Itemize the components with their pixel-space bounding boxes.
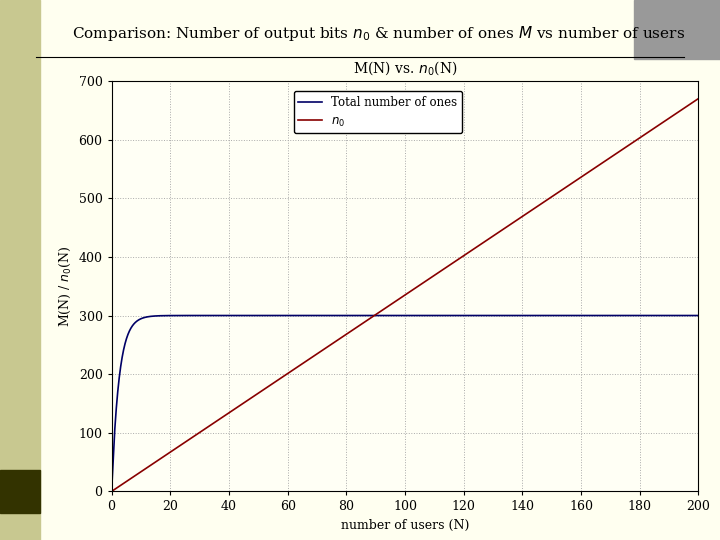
X-axis label: number of users (N): number of users (N): [341, 519, 469, 532]
Title: M(N) vs. $n_0$(N): M(N) vs. $n_0$(N): [353, 59, 457, 77]
Text: Comparison: Number of output bits $n_0$ & number of ones $M$ vs number of users: Comparison: Number of output bits $n_0$ …: [72, 24, 685, 43]
$n_0$: [694, 96, 703, 102]
Total number of ones: [591, 312, 600, 319]
Total number of ones: [694, 312, 703, 319]
Legend: Total number of ones, $n_0$: Total number of ones, $n_0$: [294, 91, 462, 133]
Total number of ones: [462, 312, 470, 319]
Total number of ones: [141, 314, 150, 320]
Total number of ones: [327, 312, 336, 319]
Line: Total number of ones: Total number of ones: [112, 315, 698, 491]
Total number of ones: [382, 312, 390, 319]
$n_0$: [327, 341, 336, 348]
Total number of ones: [107, 488, 116, 495]
$n_0$: [461, 252, 469, 258]
$n_0$: [590, 165, 599, 171]
$n_0$: [107, 488, 116, 495]
Y-axis label: M(N) / $n_0$(N): M(N) / $n_0$(N): [58, 246, 73, 327]
Total number of ones: [162, 312, 171, 319]
$n_0$: [123, 477, 132, 484]
Line: $n_0$: $n_0$: [112, 99, 698, 491]
Total number of ones: [123, 333, 132, 339]
$n_0$: [162, 451, 171, 458]
$n_0$: [141, 465, 150, 472]
